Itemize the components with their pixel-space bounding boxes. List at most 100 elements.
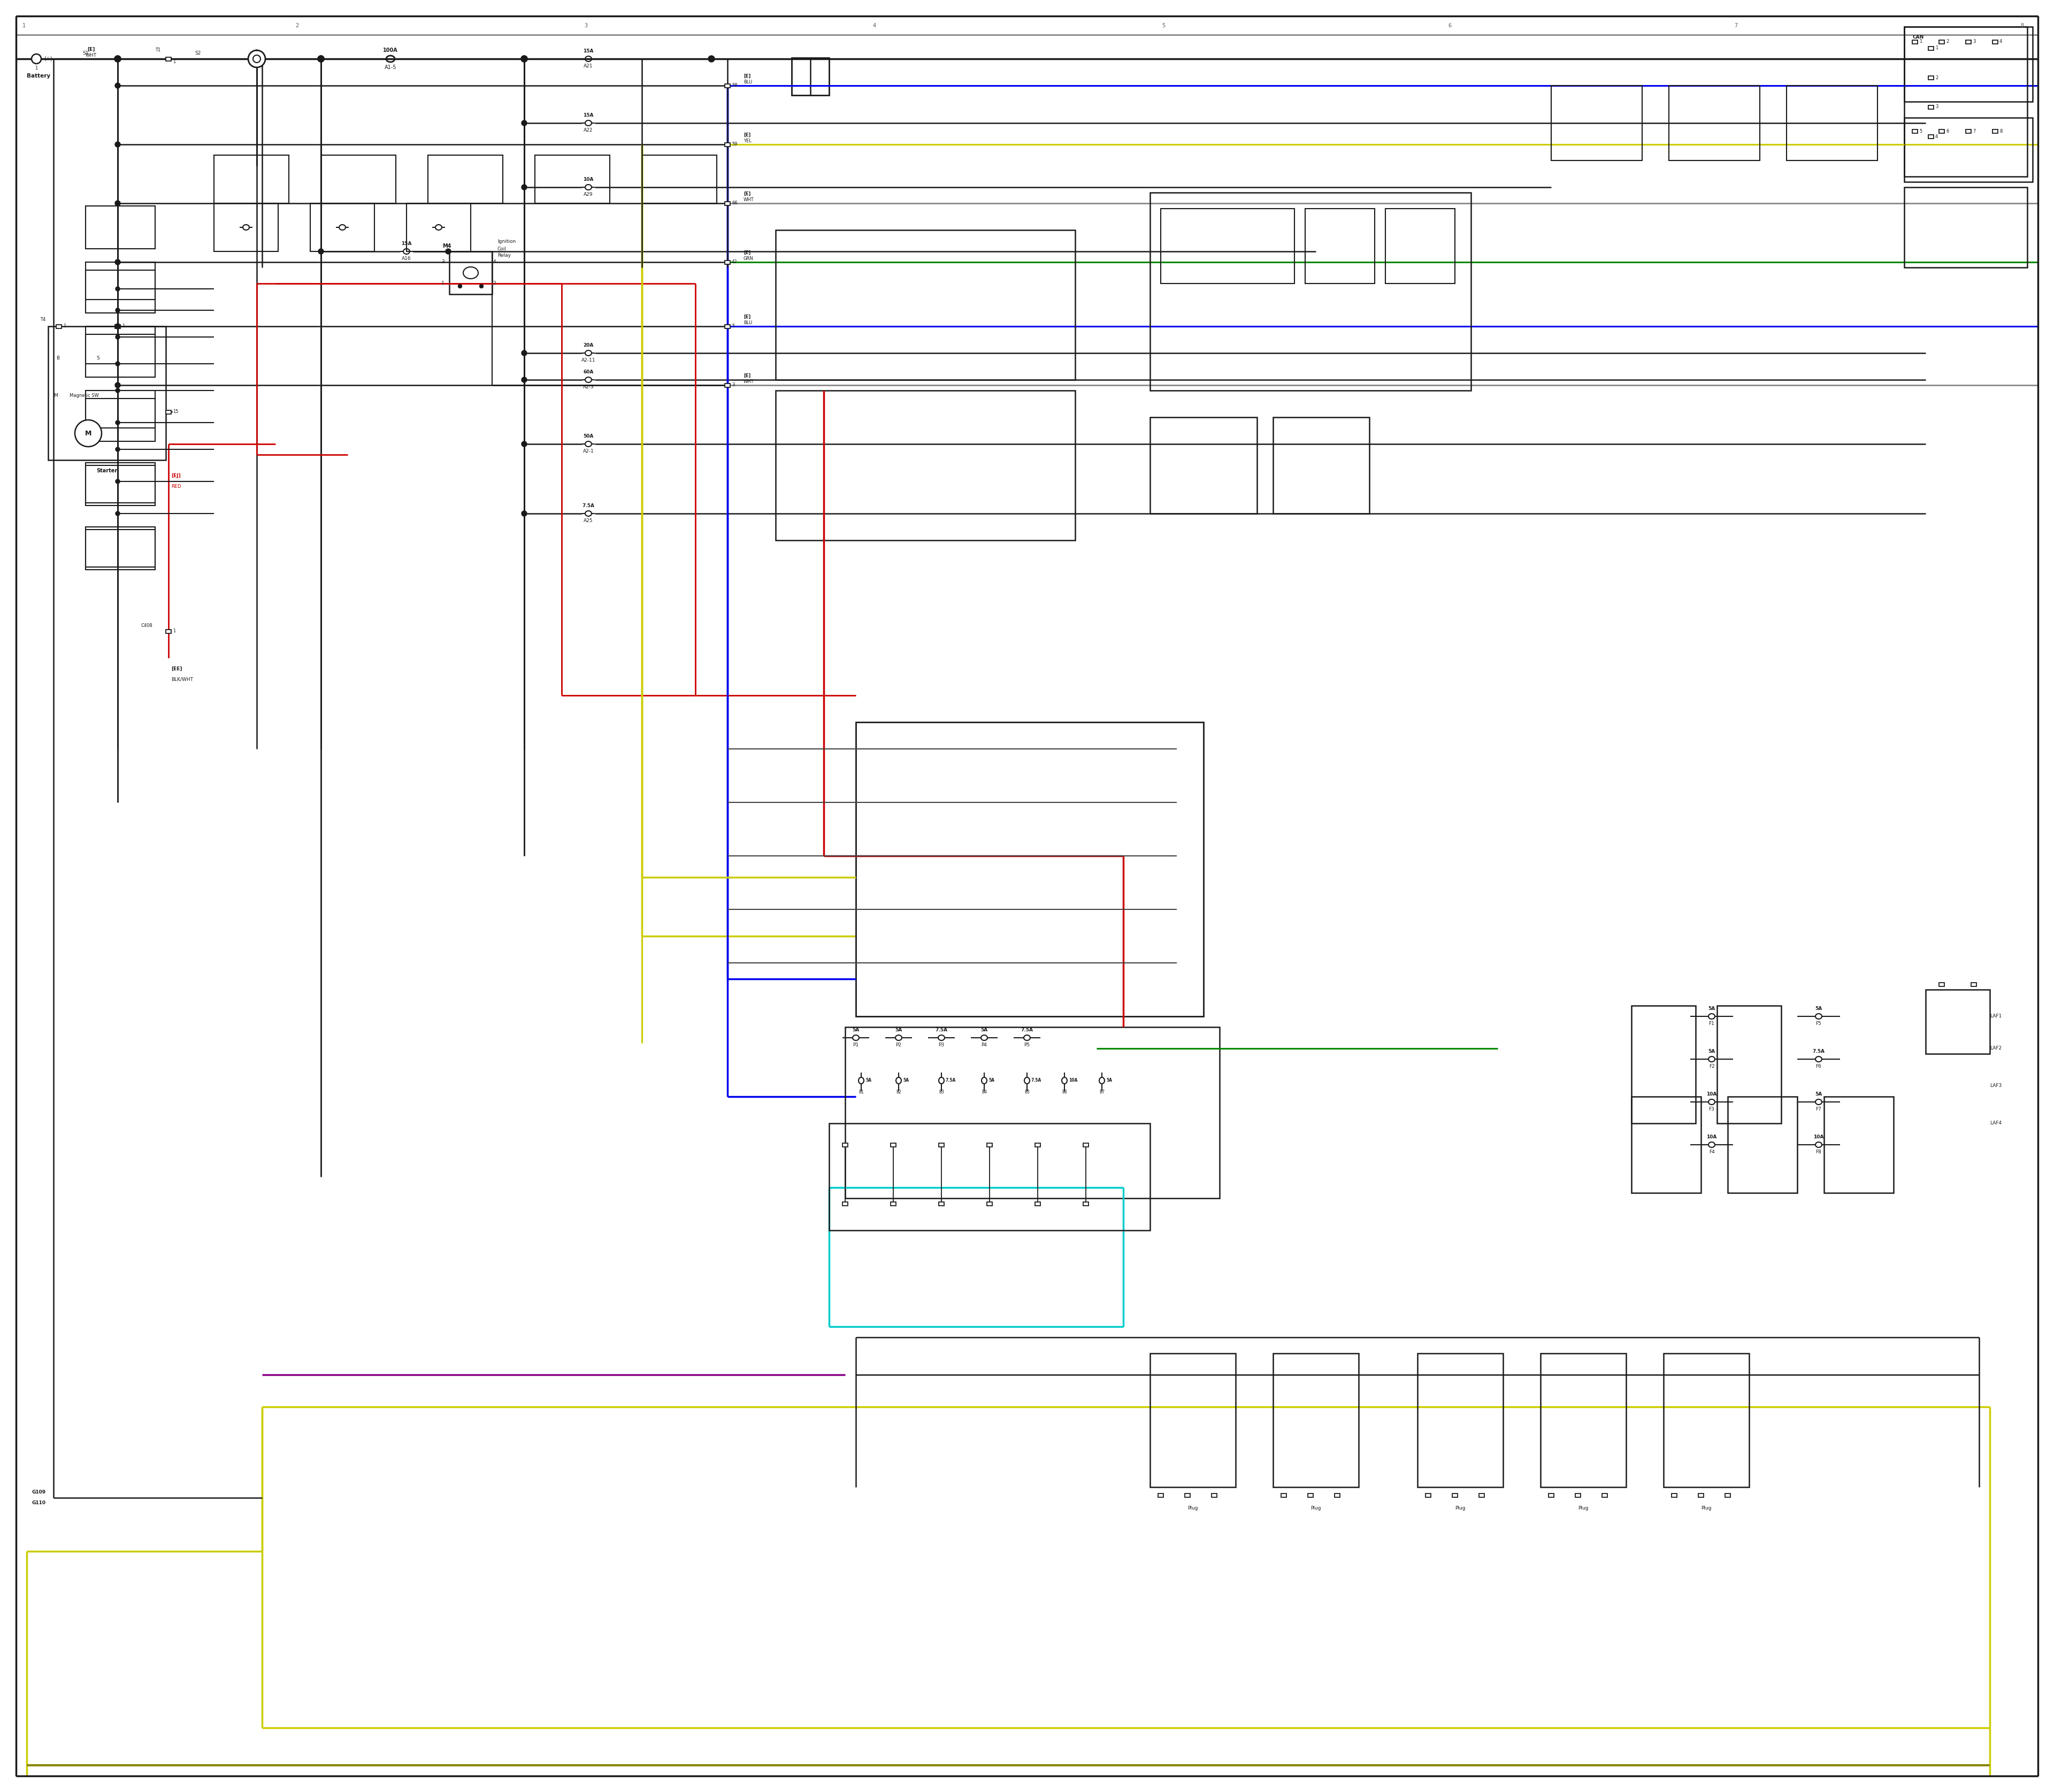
- Circle shape: [522, 511, 528, 516]
- Bar: [939, 1143, 945, 1147]
- Circle shape: [522, 376, 528, 382]
- Bar: [1699, 1493, 1703, 1496]
- Text: G109: G109: [33, 1489, 45, 1495]
- Text: B4: B4: [982, 1090, 986, 1095]
- Bar: [115, 324, 121, 328]
- Text: 5: 5: [731, 324, 735, 328]
- Bar: [427, 156, 503, 202]
- Circle shape: [253, 56, 261, 63]
- Text: 7.5A: 7.5A: [1031, 1079, 1041, 1082]
- Text: A16: A16: [403, 256, 411, 262]
- Text: M: M: [84, 430, 92, 437]
- Bar: [1966, 39, 1972, 43]
- Bar: [1304, 208, 1374, 283]
- Text: 5: 5: [1163, 23, 1165, 29]
- Text: B6: B6: [1062, 1090, 1068, 1095]
- Circle shape: [115, 421, 119, 425]
- Text: 5A: 5A: [1709, 1007, 1715, 1011]
- Circle shape: [115, 56, 121, 63]
- Bar: [776, 391, 1074, 539]
- Text: Plug: Plug: [1187, 1505, 1197, 1511]
- Bar: [986, 1143, 992, 1147]
- Text: 10A: 10A: [1814, 1134, 1824, 1140]
- Bar: [844, 1027, 1220, 1199]
- Bar: [86, 262, 156, 299]
- Text: 50A: 50A: [583, 434, 594, 439]
- Text: CAN: CAN: [1912, 36, 1925, 39]
- Circle shape: [318, 249, 325, 254]
- Text: 4: 4: [873, 23, 877, 29]
- Text: 2: 2: [1935, 75, 1939, 81]
- Text: 5A: 5A: [1816, 1007, 1822, 1011]
- Bar: [1824, 1097, 1894, 1193]
- Text: [E]: [E]: [744, 192, 750, 195]
- Text: 5A: 5A: [865, 1079, 871, 1082]
- Text: Coil: Coil: [497, 246, 507, 251]
- Bar: [1540, 1353, 1627, 1487]
- Circle shape: [115, 324, 121, 330]
- Circle shape: [115, 260, 121, 265]
- Bar: [534, 156, 610, 202]
- Bar: [1082, 1143, 1089, 1147]
- Bar: [857, 722, 1204, 1016]
- Bar: [725, 143, 729, 147]
- Bar: [1904, 118, 2033, 181]
- Text: (+): (+): [43, 56, 51, 61]
- Text: A2-3: A2-3: [583, 385, 594, 389]
- Text: LAF2: LAF2: [1990, 1047, 2003, 1050]
- Circle shape: [115, 201, 121, 206]
- Bar: [407, 202, 470, 251]
- Text: 60A: 60A: [583, 369, 594, 375]
- Circle shape: [115, 382, 121, 387]
- Text: BLK/WHT: BLK/WHT: [170, 677, 193, 681]
- Text: 10A: 10A: [1068, 1079, 1078, 1082]
- Bar: [1664, 1353, 1750, 1487]
- Bar: [1672, 1493, 1676, 1496]
- Bar: [1904, 186, 2027, 267]
- Bar: [986, 1202, 992, 1206]
- Bar: [1417, 1353, 1504, 1487]
- Bar: [1992, 39, 1999, 43]
- Text: 7.5A: 7.5A: [945, 1079, 955, 1082]
- Text: 4: 4: [1999, 39, 2003, 45]
- Bar: [776, 229, 1074, 380]
- Text: Ignition: Ignition: [497, 240, 516, 244]
- Text: [EJ]: [EJ]: [170, 473, 181, 478]
- Text: B2: B2: [896, 1090, 902, 1095]
- Text: P3: P3: [939, 1043, 945, 1048]
- Bar: [214, 156, 290, 202]
- Text: 5A: 5A: [1709, 1050, 1715, 1054]
- Text: C408: C408: [142, 624, 152, 629]
- Text: BLU: BLU: [744, 321, 752, 326]
- Circle shape: [522, 351, 528, 357]
- Text: 4: 4: [1935, 134, 1939, 138]
- Bar: [1631, 1005, 1697, 1124]
- Text: LAF1: LAF1: [1990, 1014, 2003, 1020]
- Text: Magnetic SW: Magnetic SW: [70, 394, 99, 398]
- Text: A21: A21: [583, 65, 594, 68]
- Text: 1: 1: [35, 66, 37, 72]
- Circle shape: [115, 308, 119, 312]
- Bar: [641, 156, 717, 202]
- Text: 10A: 10A: [1707, 1134, 1717, 1140]
- Text: 15A: 15A: [583, 113, 594, 118]
- Bar: [725, 84, 729, 88]
- Circle shape: [522, 441, 528, 446]
- Text: F4: F4: [1709, 1150, 1715, 1154]
- Text: [E]: [E]: [744, 133, 750, 138]
- Bar: [1992, 129, 1999, 133]
- Bar: [891, 1143, 896, 1147]
- Text: [E]: [E]: [744, 73, 750, 79]
- Circle shape: [115, 362, 119, 366]
- Text: 1: 1: [173, 629, 175, 634]
- Text: 2: 2: [296, 23, 298, 29]
- Text: 5A: 5A: [896, 1029, 902, 1032]
- Text: 42: 42: [731, 260, 737, 265]
- Text: 7.5A: 7.5A: [581, 504, 594, 509]
- Bar: [830, 1124, 1150, 1231]
- Bar: [1929, 47, 1933, 50]
- Text: 1: 1: [1935, 47, 1939, 50]
- Bar: [1082, 1202, 1089, 1206]
- Text: S: S: [97, 357, 99, 360]
- Text: Battery: Battery: [27, 73, 51, 79]
